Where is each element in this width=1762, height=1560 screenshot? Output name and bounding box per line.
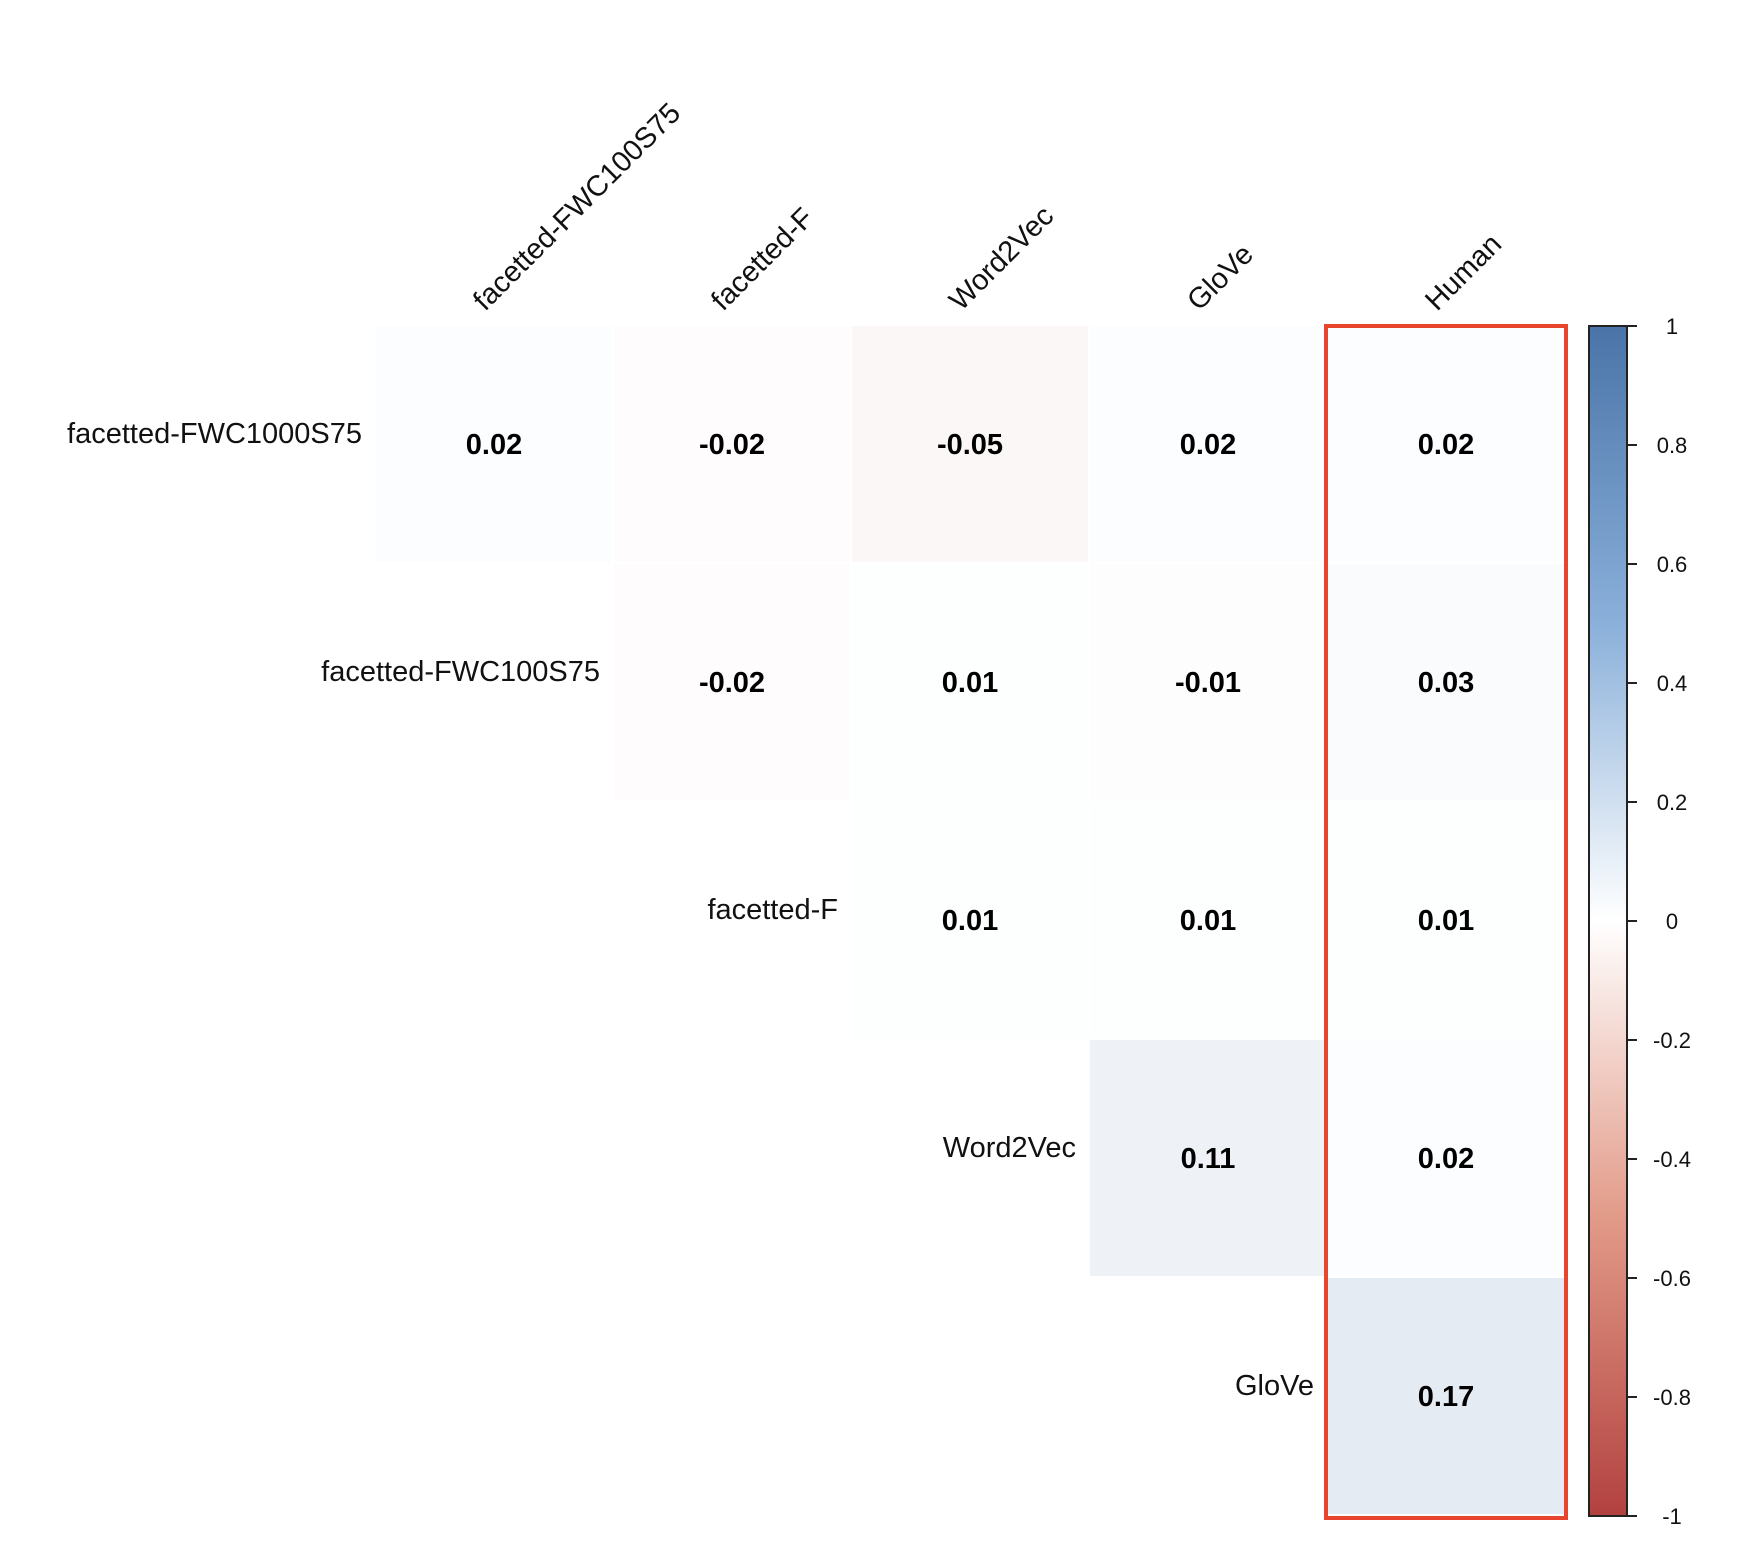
cell-value-label: -0.05: [937, 429, 1003, 461]
colorbar-gradient: [1588, 325, 1628, 1517]
cell-value-label: 0.01: [942, 667, 998, 699]
heatmap-cell-2-3: [1090, 802, 1326, 1038]
heatmap-cell-0-3: [1090, 326, 1326, 562]
colorbar-tick-label: -0.2: [1653, 1028, 1691, 1053]
heatmap-cell-1-4: [1328, 564, 1564, 800]
heatmap-cell-0-2: [852, 326, 1088, 562]
heatmap-cell-4-4: [1328, 1278, 1564, 1514]
colorbar-tick-label: 0: [1666, 909, 1678, 934]
cell-value-label: 0.02: [466, 429, 522, 461]
colorbar-tick-label: -0.8: [1653, 1385, 1691, 1410]
column-labels: facetted-FWC100S75 facetted-F Word2Vec GloV…: [467, 97, 1508, 317]
heatmap-cell-0-1: [614, 326, 850, 562]
row-labels: facetted-FWC1000S75 facetted-FWC100S75 fac…: [67, 418, 1314, 1402]
heatmap-cell-0-0: [376, 326, 612, 562]
column-label: Word2Vec: [943, 200, 1060, 317]
cell-values: 0.02 -0.02 -0.05 0.02 0.02 -0.02 0.01 -0.01 0.03…: [466, 429, 1474, 1413]
cell-value-label: 0.02: [1418, 1143, 1474, 1175]
human-column-highlight-box: [1324, 324, 1568, 1520]
row-label: facetted-FWC1000S75: [67, 418, 362, 450]
row-label: facetted-F: [707, 894, 838, 926]
cell-value-label: 0.01: [942, 905, 998, 937]
highlight-box-layer: [1324, 324, 1568, 1520]
column-label: GloVe: [1181, 238, 1259, 316]
heatmap-cell-1-3: [1090, 564, 1326, 800]
column-label: facetted-F: [705, 202, 820, 317]
heatmap-cell-2-4: [1328, 802, 1564, 1038]
cell-value-label: 0.11: [1181, 1143, 1236, 1175]
colorbar-tick-label: 0.6: [1657, 552, 1688, 577]
row-label: facetted-FWC100S75: [321, 656, 600, 688]
colorbar-legend: 1 0.8 0.6 0.4 0.2 0 -0.2 -0.4 -0.6 -0.8 -1: [1588, 314, 1691, 1529]
row-label: GloVe: [1235, 1370, 1314, 1402]
colorbar-tick-label: 0.4: [1657, 671, 1688, 696]
cell-value-label: -0.02: [699, 667, 765, 699]
heatmap-cell-3-4: [1328, 1040, 1564, 1276]
cell-value-label: 0.17: [1418, 1381, 1474, 1413]
colorbar-tick-label: -1: [1662, 1504, 1682, 1529]
column-label: facetted-FWC100S75: [467, 97, 687, 317]
colorbar-tick-label: -0.6: [1653, 1266, 1691, 1291]
cell-value-label: 0.01: [1418, 905, 1474, 937]
cell-value-label: 0.03: [1418, 667, 1474, 699]
colorbar-tick-label: 0.8: [1657, 433, 1688, 458]
cell-value-label: 0.02: [1418, 429, 1474, 461]
heatmap-cell-0-4: [1328, 326, 1564, 562]
column-label: Human: [1419, 228, 1508, 317]
cell-value-label: -0.01: [1175, 667, 1241, 699]
cell-value-label: 0.02: [1180, 429, 1236, 461]
colorbar-tick-label: 1: [1666, 314, 1678, 339]
heatmap-cell-3-3: [1090, 1040, 1326, 1276]
heatmap-cell-1-1: [614, 564, 850, 800]
cell-value-label: 0.01: [1180, 905, 1236, 937]
colorbar-tick-label: -0.4: [1653, 1147, 1691, 1172]
row-label: Word2Vec: [943, 1132, 1076, 1164]
colorbar-tick-label: 0.2: [1657, 790, 1688, 815]
heatmap-cells: [376, 326, 1564, 1514]
cell-value-label: -0.02: [699, 429, 765, 461]
heatmap-cell-1-2: [852, 564, 1088, 800]
heatmap-cell-2-2: [852, 802, 1088, 1038]
